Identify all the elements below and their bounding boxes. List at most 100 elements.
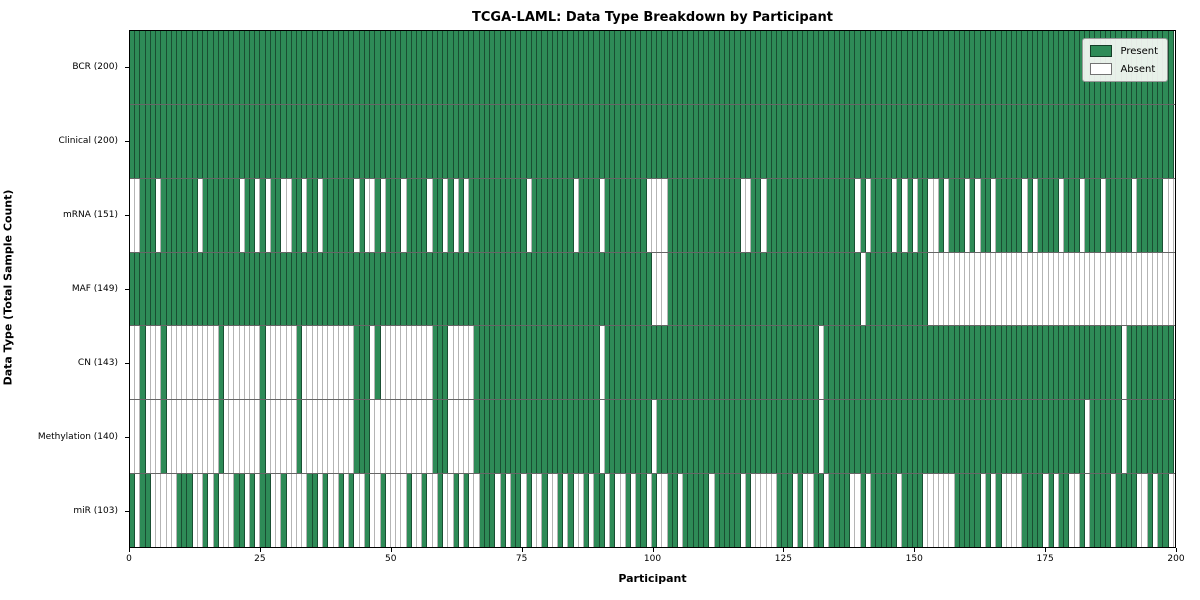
cell — [291, 31, 297, 104]
legend-present-label: Present — [1120, 45, 1158, 57]
cell — [1137, 104, 1143, 178]
cell — [657, 104, 663, 178]
cell — [672, 474, 678, 548]
cell — [130, 474, 136, 548]
cell — [469, 252, 475, 326]
cell — [704, 400, 710, 474]
cell — [751, 474, 757, 548]
cell — [584, 31, 590, 104]
cell — [443, 326, 449, 400]
cell — [192, 178, 198, 252]
cell — [479, 252, 485, 326]
cell — [1079, 326, 1086, 400]
cell — [610, 474, 616, 548]
cell — [829, 178, 835, 252]
cell — [766, 400, 772, 474]
cell — [944, 104, 950, 178]
cell — [229, 326, 235, 400]
cell — [260, 400, 266, 474]
cell — [844, 31, 851, 104]
cell — [745, 31, 752, 104]
cell — [229, 252, 235, 326]
cell — [970, 326, 976, 400]
cell — [568, 474, 574, 548]
cell — [1001, 104, 1007, 178]
cell — [1032, 400, 1039, 474]
cell — [453, 31, 459, 104]
cell — [698, 474, 705, 548]
cell — [677, 252, 684, 326]
cell — [443, 31, 449, 104]
cell — [1022, 252, 1028, 326]
cell — [1011, 474, 1018, 548]
cell — [996, 252, 1002, 326]
cell — [171, 31, 177, 104]
cell — [751, 104, 757, 178]
cell — [437, 474, 444, 548]
cell — [631, 104, 637, 178]
cell — [949, 104, 955, 178]
cell — [667, 474, 673, 548]
heatmap-row-mRNA — [130, 178, 1175, 253]
cell — [458, 178, 464, 252]
cell — [484, 400, 491, 474]
cell — [250, 474, 256, 548]
cell — [411, 400, 418, 474]
cell — [902, 474, 908, 548]
cell — [949, 31, 955, 104]
cell — [521, 178, 527, 252]
cell — [865, 31, 872, 104]
cell — [218, 104, 224, 178]
cell — [1158, 178, 1164, 252]
cell — [719, 104, 725, 178]
cell — [234, 400, 240, 474]
cell — [187, 252, 193, 326]
cell — [724, 400, 731, 474]
cell — [411, 31, 418, 104]
cell — [714, 31, 720, 104]
cell — [912, 178, 919, 252]
cell — [620, 31, 626, 104]
cell — [427, 400, 433, 474]
cell — [390, 474, 397, 548]
cell — [218, 400, 224, 474]
cell — [996, 31, 1002, 104]
cell — [787, 400, 793, 474]
cell — [818, 178, 825, 252]
cell — [798, 252, 804, 326]
cell — [490, 326, 496, 400]
cell — [521, 474, 527, 548]
cell — [359, 400, 365, 474]
cell — [213, 31, 219, 104]
cell — [135, 400, 141, 474]
cell — [276, 252, 282, 326]
cell — [229, 474, 235, 548]
cell — [239, 252, 245, 326]
cell — [1085, 474, 1091, 548]
cell — [156, 104, 162, 178]
cell — [1100, 104, 1106, 178]
cell — [651, 252, 658, 326]
cell — [792, 31, 798, 104]
cell — [291, 104, 297, 178]
cell — [813, 400, 819, 474]
cell — [985, 178, 992, 252]
cell — [991, 104, 997, 178]
cell — [1111, 104, 1117, 178]
cell — [944, 252, 950, 326]
cell — [255, 252, 261, 326]
cell — [834, 474, 840, 548]
cell — [484, 252, 491, 326]
cell — [677, 178, 684, 252]
cell — [568, 31, 574, 104]
cell — [229, 178, 235, 252]
cell — [1105, 400, 1112, 474]
cell — [792, 104, 798, 178]
cell — [787, 252, 793, 326]
cell — [312, 400, 318, 474]
cell — [192, 252, 198, 326]
cell — [411, 252, 418, 326]
cell — [1100, 326, 1106, 400]
cell — [1017, 104, 1023, 178]
